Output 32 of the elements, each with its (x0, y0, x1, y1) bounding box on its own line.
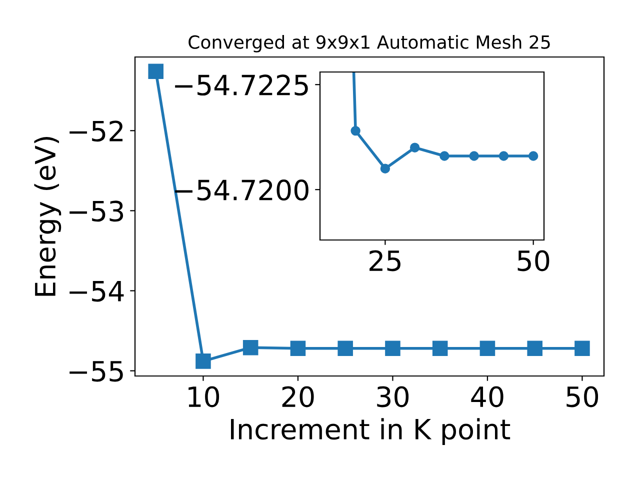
point (350, 126, 360, 136)
x-tick-label: 50 (518, 250, 550, 272)
point (380, 164, 390, 174)
y-tick-label: −55 (70, 361, 123, 382)
point (385, 340, 400, 356)
x-tick-label: 20 (282, 386, 314, 408)
y-tick-label: −52 (70, 120, 122, 142)
point (527, 340, 542, 356)
point (440, 151, 450, 161)
point (148, 64, 164, 80)
point (480, 340, 496, 356)
point (410, 142, 420, 152)
x-tick-label: 10 (188, 386, 220, 408)
chart-title: Converged at 9x9x1 Automatic Mesh 25 (188, 34, 550, 52)
y-axis-title: Energy (eV) (34, 136, 62, 296)
point (338, 340, 353, 356)
y-tick-label: −54 (70, 281, 124, 302)
point (469, 151, 479, 161)
point (528, 151, 538, 161)
y-tick-label: −53 (70, 200, 124, 222)
point (498, 151, 509, 161)
point (432, 340, 448, 356)
point (574, 340, 590, 356)
point (242, 340, 258, 356)
x-tick-label: 50 (566, 386, 598, 408)
x-axis-title: Increment in K point (230, 418, 510, 446)
x-tick-label: 25 (370, 250, 400, 272)
point (196, 354, 211, 369)
point (290, 340, 306, 356)
x-tick-label: 40 (471, 386, 504, 408)
x-tick-label: 30 (377, 386, 409, 408)
y-tick-label: −54.7225 (175, 74, 308, 96)
